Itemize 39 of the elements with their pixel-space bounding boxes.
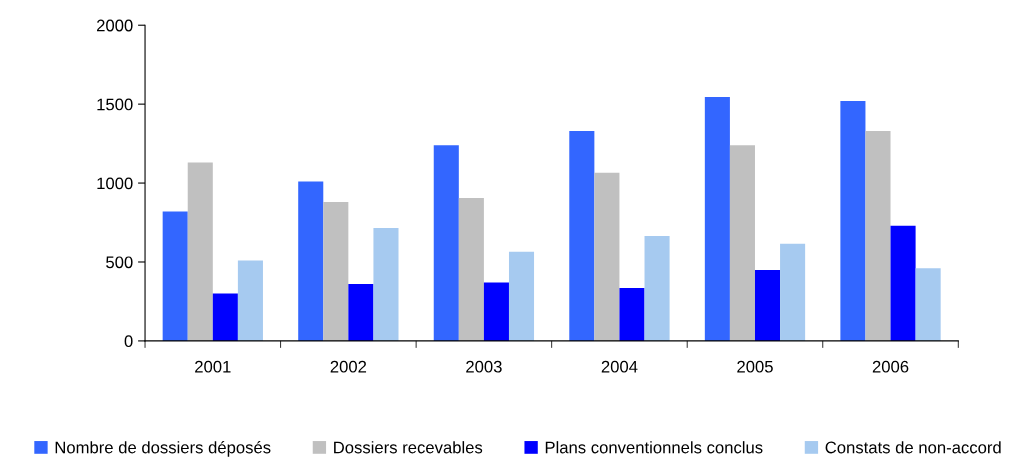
bar xyxy=(569,130,595,341)
bar xyxy=(619,288,645,341)
legend-label: Constats de non-accord xyxy=(825,441,1001,454)
legend-label: Plans conventionnels conclus xyxy=(545,441,763,454)
y-tick-label: 1500 xyxy=(97,98,133,111)
bar xyxy=(348,284,374,341)
y-tick-label: 0 xyxy=(124,335,133,348)
x-tick-label: 2002 xyxy=(330,360,367,373)
x-tick-label: 2006 xyxy=(872,360,909,373)
legend-label: Nombre de dossiers déposés xyxy=(55,440,271,457)
bar xyxy=(644,235,670,341)
bar xyxy=(212,293,238,341)
bar xyxy=(237,260,263,341)
bar xyxy=(483,282,509,341)
bar xyxy=(780,243,806,341)
bar xyxy=(890,225,916,341)
x-tick-label: 2003 xyxy=(466,360,502,373)
y-tick-label: 1000 xyxy=(97,177,133,190)
bar xyxy=(373,228,399,341)
bar xyxy=(865,130,891,341)
legend-label: Dossiers recevables xyxy=(334,441,483,454)
bar xyxy=(754,269,781,341)
bar xyxy=(433,145,459,341)
bar xyxy=(915,268,941,341)
bar xyxy=(298,181,324,341)
bar xyxy=(840,100,866,341)
bar xyxy=(323,202,349,341)
y-tick-label: 2000 xyxy=(97,19,133,32)
x-tick-label: 2001 xyxy=(195,360,231,373)
bar xyxy=(594,172,620,341)
bar xyxy=(508,251,535,341)
x-tick-label: 2005 xyxy=(737,360,773,373)
bar xyxy=(704,97,730,341)
bar xyxy=(729,145,755,341)
y-tick-label: 500 xyxy=(106,256,133,269)
x-tick-label: 2004 xyxy=(601,360,638,373)
bar xyxy=(187,162,213,341)
bar xyxy=(458,198,484,341)
bar xyxy=(162,211,188,341)
